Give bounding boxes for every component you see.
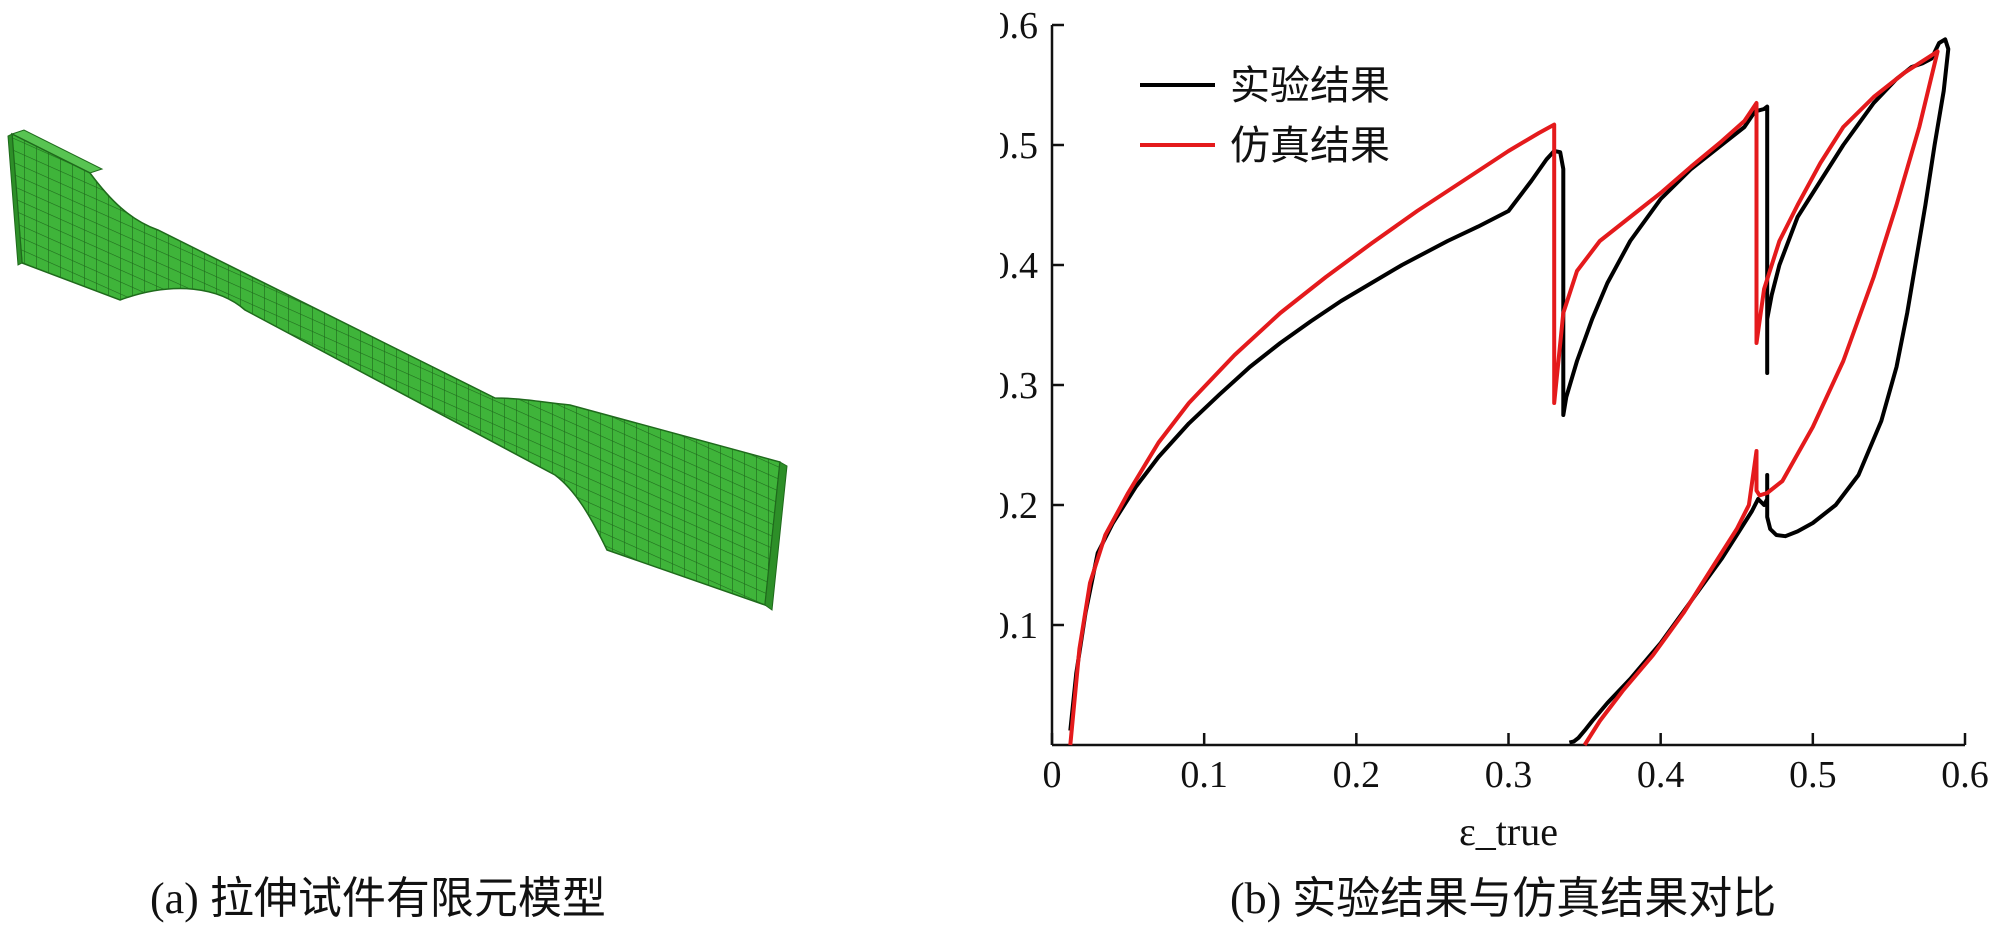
legend-label: 仿真结果 <box>1230 123 1390 168</box>
y-tick-label: 0.6 <box>1000 5 1038 47</box>
x-tick-label: 0.3 <box>1485 754 1533 796</box>
y-tick-label: 0.1 <box>1000 605 1038 647</box>
stress-strain-chart: 0 0.1 0.2 0.3 0.4 0.5 0.6 0.1 0.2 0.3 0.4 0.5 0.6 ε_t… <box>1000 5 1989 854</box>
x-tick-label: 0.5 <box>1789 754 1837 796</box>
y-tick-label: 0.3 <box>1000 365 1038 407</box>
specimen-mesh-face <box>11 132 781 607</box>
x-tick-label: 0.1 <box>1180 754 1228 796</box>
caption-a: (a) 拉伸试件有限元模型 <box>150 874 606 923</box>
y-tick-label: 0.5 <box>1000 125 1038 167</box>
specimen-end-edge <box>764 461 788 611</box>
caption-b: (b) 实验结果与仿真结果对比 <box>1230 874 1777 923</box>
y-tick-label: 0.4 <box>1000 245 1038 287</box>
x-tick-label: 0.6 <box>1941 754 1989 796</box>
x-tick-label: 0.4 <box>1637 754 1685 796</box>
axes: 0 0.1 0.2 0.3 0.4 0.5 0.6 0.1 0.2 0.3 0.4 0.5 0.6 ε_t… <box>1000 5 1989 854</box>
series-layer <box>1068 37 1951 747</box>
legend-label: 实验结果 <box>1230 63 1390 108</box>
x-tick-label: 0.2 <box>1333 754 1381 796</box>
x-tick-label: 0 <box>1043 754 1062 796</box>
x-axis-label: ε_true <box>1459 809 1558 854</box>
y-tick-label: 0.2 <box>1000 485 1038 527</box>
specimen-left-edge <box>7 133 23 266</box>
fe-model-view <box>7 129 788 611</box>
series-line-experiment <box>1068 37 1951 745</box>
series-line-simulation <box>1068 49 1940 747</box>
